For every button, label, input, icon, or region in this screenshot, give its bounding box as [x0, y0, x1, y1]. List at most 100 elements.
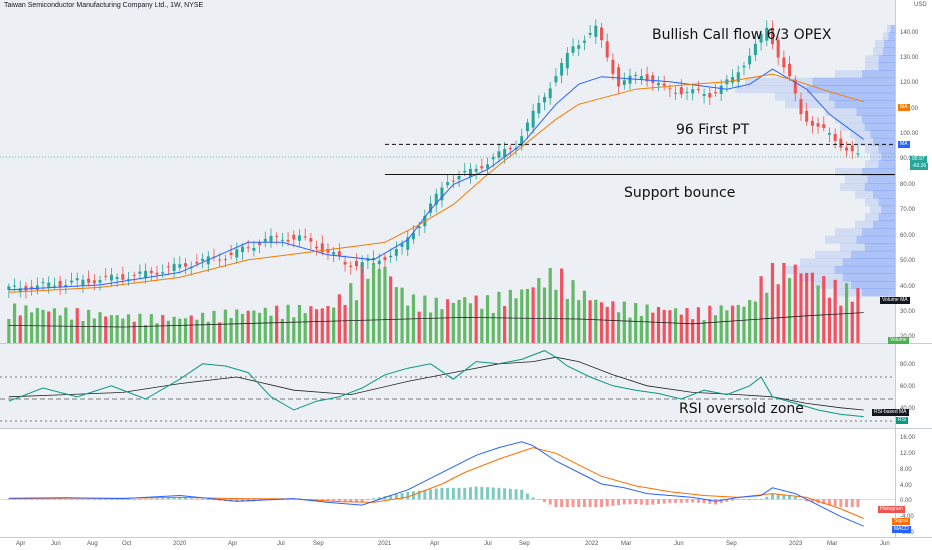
macd-histogram-bar [394, 494, 398, 500]
macd-histogram-bar [474, 486, 478, 500]
volume-bar [223, 309, 228, 343]
volume-profile-bar [878, 145, 895, 154]
macd-line [8, 441, 864, 527]
volume-bar [275, 305, 279, 343]
volume-bar [605, 306, 609, 343]
macd-histogram-bar [372, 498, 376, 500]
volume-profile-bar [881, 205, 895, 214]
candle-body [696, 88, 700, 91]
candle-body [70, 280, 74, 283]
macd-histogram-bar [605, 499, 609, 507]
volume-bar [428, 312, 433, 343]
time-tick: Jun [880, 541, 890, 547]
volume-bar [332, 307, 336, 343]
time-tick: 2023 [789, 541, 803, 547]
time-tick: 2021 [378, 541, 392, 547]
candle-body [748, 55, 752, 65]
price-tick: 100.00 [900, 131, 919, 137]
candle-body [537, 102, 541, 114]
volume-profile-bar [873, 137, 895, 146]
macd-histogram-bar [748, 499, 752, 500]
macd-histogram-bar [662, 499, 666, 504]
price-tick: 60.00 [900, 233, 916, 239]
macd-histogram-bar [446, 487, 450, 500]
volume-profile-bar [862, 228, 895, 237]
candle-body [810, 120, 814, 126]
volume-bar [810, 272, 814, 343]
macd-histogram-bar [64, 498, 68, 500]
candle-body [588, 33, 592, 35]
volume-profile-bar [812, 77, 895, 86]
ema-long-tag: MA [898, 104, 910, 111]
volume-profile-bar [862, 168, 895, 176]
candle-body [218, 259, 222, 261]
macd-tick: 8.00 [900, 467, 912, 473]
candle-body [691, 89, 695, 94]
candle-body [7, 286, 11, 290]
volume-bar [64, 307, 68, 343]
volume-profile-bar [878, 55, 895, 64]
volume-bar [765, 292, 769, 343]
macd-histogram-bar [833, 499, 837, 507]
macd-histogram-bar [810, 499, 814, 503]
candle-body [668, 88, 672, 90]
volume-bar [246, 310, 250, 343]
macd-histogram-bar [132, 499, 136, 500]
candle-body [719, 85, 723, 94]
volume-bar [639, 315, 644, 343]
macd-tick: 0.00 [900, 498, 912, 504]
candle-body [87, 278, 91, 283]
candle-body [480, 166, 484, 169]
volume-bar [81, 320, 85, 343]
candle-body [320, 243, 324, 253]
volume-profile-bar [850, 130, 895, 139]
macd-histogram-bar [457, 487, 461, 500]
macd-histogram-bar [770, 493, 774, 500]
volume-bar [679, 314, 683, 343]
volume-bar [668, 310, 672, 343]
macd-histogram-bar [696, 499, 700, 503]
volume-tag: Volume [888, 337, 909, 344]
candle-body [503, 149, 507, 158]
volume-profile-bar [878, 160, 895, 169]
volume-bar [759, 276, 763, 343]
candle-body [531, 110, 535, 128]
volume-bar [269, 315, 273, 343]
time-tick: Jul [277, 541, 285, 547]
volume-profile-bar [878, 213, 895, 222]
macd-histogram-bar [856, 499, 860, 507]
candle-body [799, 99, 803, 115]
volume-bar [337, 294, 341, 343]
candle-body [24, 286, 28, 291]
volume-profile-bar [890, 24, 895, 33]
volume-bar [833, 279, 837, 343]
macd-histogram-bar [201, 499, 205, 500]
candle-body [463, 170, 467, 173]
volume-profile-bar [888, 32, 895, 41]
volume-bar [189, 315, 193, 343]
volume-bar [115, 315, 119, 343]
candle-body [685, 91, 689, 93]
candle-body [708, 93, 712, 98]
volume-bar [69, 319, 74, 343]
candle-body [280, 239, 284, 241]
last-change-tag: -60.26 [910, 163, 929, 170]
volume-bar [719, 305, 723, 343]
volume-profile-bar [807, 85, 895, 94]
candle-body [446, 182, 450, 186]
volume-bar [18, 315, 22, 343]
rsi-ma-tag: RSI-based MA [872, 409, 909, 416]
volume-bar [354, 300, 359, 343]
volume-bar [634, 303, 638, 343]
volume-bar [827, 297, 832, 343]
candle-body [793, 79, 797, 94]
time-tick: Aug [87, 541, 98, 547]
volume-profile-bar [865, 55, 895, 64]
macd-histogram-bar [822, 499, 826, 505]
volume-bar [822, 276, 826, 343]
volume-bar [685, 308, 689, 343]
macd-histogram-bar [343, 499, 347, 502]
volume-bar [571, 280, 575, 343]
time-tick: 2022 [585, 541, 599, 547]
